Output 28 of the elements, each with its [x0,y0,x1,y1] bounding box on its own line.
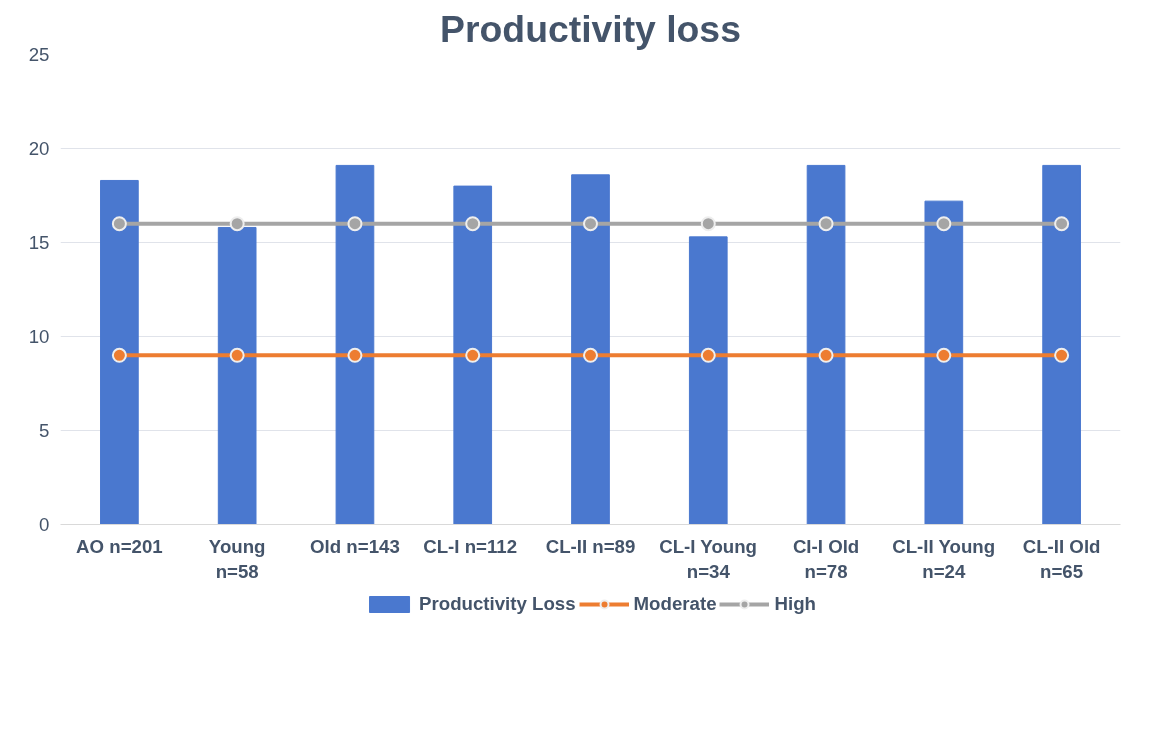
chart-title: Productivity loss [440,7,741,50]
y-tick-label: 15 [28,232,50,253]
bar [335,164,375,525]
y-tick-label: 10 [28,326,50,347]
bar [924,200,964,525]
x-tick-label: Young n=58 [208,535,266,582]
y-tick-label: 0 [39,514,50,535]
x-tick-label: CL-II Young n=24 [892,535,996,582]
bar [806,164,846,525]
x-tick-label: CL-I Young n=34 [659,535,757,582]
y-tick-label: 5 [39,420,50,441]
x-tick-label: Old n=143 [310,535,400,557]
x-tick-label: CL-II n=89 [545,535,636,557]
bar [571,174,610,525]
legend-label: Moderate [633,593,717,615]
bar [688,236,728,525]
x-tick-label: AO n=201 [76,535,163,557]
bar [453,185,493,525]
bar [100,179,139,525]
bar [217,226,257,525]
y-tick-label: 25 [28,44,50,65]
x-tick-label: CL-II Old n=65 [1022,535,1101,582]
x-tick-label: CI-I Old n=78 [792,535,860,582]
x-tick-label: CL-I n=112 [423,535,518,557]
bar [1042,164,1081,525]
legend-label: Productivity Loss [419,593,576,615]
y-tick-label: 20 [28,138,50,159]
legend-label: High [774,593,816,615]
